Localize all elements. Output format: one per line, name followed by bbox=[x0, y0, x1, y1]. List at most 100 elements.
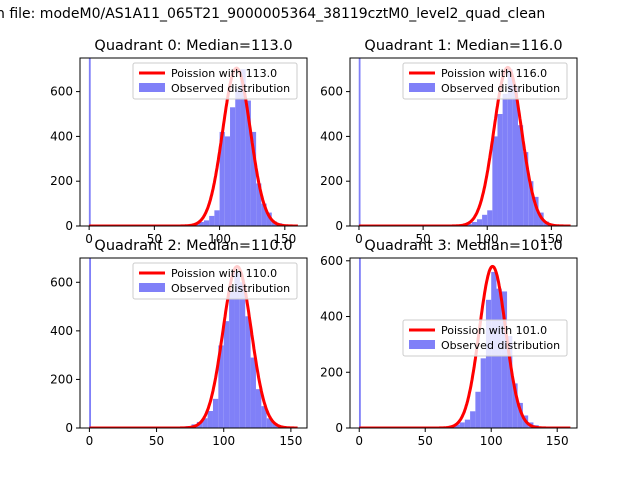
histogram-bar bbox=[250, 357, 256, 428]
x-tick-label: 0 bbox=[85, 232, 93, 246]
legend-bar-swatch bbox=[409, 83, 435, 92]
histogram-bar bbox=[487, 210, 493, 226]
histogram-bar bbox=[240, 69, 246, 226]
x-tick-label: 150 bbox=[540, 232, 563, 246]
legend: Poission with 113.0 Observed distribution bbox=[132, 62, 298, 100]
y-tick-label: 400 bbox=[50, 324, 73, 338]
y-tick-label: 0 bbox=[335, 219, 343, 233]
legend-entry-curve: Poission with 113.0 bbox=[171, 67, 277, 80]
histogram-bar bbox=[250, 131, 257, 226]
y-tick-label: 400 bbox=[50, 129, 73, 143]
poisson-curve-line bbox=[358, 65, 572, 226]
histogram-bar bbox=[272, 423, 278, 428]
histogram-bar bbox=[198, 221, 204, 226]
histogram-bar bbox=[454, 424, 460, 428]
axes-frame bbox=[349, 257, 578, 429]
histogram-bar bbox=[218, 345, 224, 428]
panel-title: Quadrant 1: Median=116.0 bbox=[364, 38, 562, 54]
legend-entry-curve: Poission with 101.0 bbox=[441, 324, 547, 337]
legend: Poission with 110.0 Observed distribution bbox=[132, 262, 298, 300]
histogram-bar bbox=[517, 402, 523, 428]
chart-panel-0: 0 50 100 150 0 200 400 600 Poission with 113.0 Ob… bbox=[50, 38, 308, 246]
histogram-bar bbox=[266, 212, 272, 226]
chart-panel-1: 0 50 100 150 0 200 400 600 Poission with 116.0 Ob… bbox=[320, 38, 578, 246]
plot-area bbox=[358, 258, 572, 428]
histogram-bar bbox=[523, 152, 529, 226]
axes-frame bbox=[349, 57, 578, 227]
histogram-bar bbox=[266, 418, 273, 428]
y-tick-label: 400 bbox=[320, 310, 343, 324]
histogram-bar bbox=[485, 299, 492, 428]
legend-entry-curve: Poission with 110.0 bbox=[171, 267, 277, 280]
x-tick-label: 50 bbox=[147, 232, 162, 246]
chart-panel-2: 0 50 100 150 0 200 400 600 Poission with 110.0 Ob… bbox=[50, 238, 308, 448]
histogram-bar bbox=[492, 136, 498, 226]
axes-frame bbox=[79, 257, 308, 429]
histogram-bar bbox=[209, 215, 215, 226]
histogram-bar bbox=[203, 220, 210, 226]
legend-box bbox=[132, 262, 298, 300]
histogram-bar bbox=[256, 183, 262, 226]
poisson-curve-line bbox=[358, 264, 572, 428]
x-tick-label: 50 bbox=[415, 232, 430, 246]
histogram-bar bbox=[202, 418, 208, 428]
legend-bar-swatch bbox=[139, 83, 165, 92]
x-tick-label: 100 bbox=[476, 232, 499, 246]
legend-box bbox=[402, 62, 568, 100]
legend-entry-hist: Observed distribution bbox=[441, 82, 560, 95]
histogram-bar bbox=[480, 358, 486, 428]
y-tick-label: 600 bbox=[50, 275, 73, 289]
y-tick-label: 200 bbox=[320, 174, 343, 188]
histogram-bar bbox=[255, 389, 262, 428]
histogram-bar bbox=[497, 114, 503, 226]
y-tick-label: 0 bbox=[335, 421, 343, 435]
y-tick-label: 0 bbox=[65, 421, 73, 435]
histogram-bar bbox=[464, 419, 471, 428]
x-tick-label: 50 bbox=[149, 434, 164, 448]
histogram-bar bbox=[358, 258, 361, 428]
histogram-bar bbox=[219, 131, 225, 226]
histogram-bar bbox=[459, 422, 465, 428]
legend-bar-swatch bbox=[409, 340, 435, 349]
y-tick-label: 600 bbox=[320, 254, 343, 268]
x-tick-label: 100 bbox=[480, 434, 503, 448]
histogram-bar bbox=[230, 107, 236, 226]
legend-box bbox=[132, 62, 298, 100]
histogram-bar bbox=[89, 258, 92, 428]
legend-entry-curve: Poission with 116.0 bbox=[441, 67, 547, 80]
histogram-bar bbox=[470, 411, 476, 428]
figure-suptitle: n file: modeM0/AS1A11_065T21_9000005364_… bbox=[0, 6, 546, 22]
y-tick-label: 0 bbox=[65, 219, 73, 233]
x-tick-label: 0 bbox=[86, 434, 94, 448]
histogram-bar bbox=[518, 125, 524, 226]
histogram-bar bbox=[496, 288, 502, 428]
histogram-bar bbox=[358, 58, 361, 226]
x-tick-label: 100 bbox=[208, 232, 231, 246]
x-tick-label: 0 bbox=[355, 232, 363, 246]
histogram-bar bbox=[235, 89, 241, 226]
histogram-bar bbox=[239, 282, 246, 428]
histogram-bar bbox=[471, 221, 477, 226]
x-tick-label: 150 bbox=[273, 232, 296, 246]
legend-bar-swatch bbox=[139, 283, 165, 292]
histogram-bar bbox=[476, 219, 483, 226]
histogram-bar bbox=[261, 203, 267, 226]
poisson-curve-line bbox=[88, 66, 299, 226]
y-tick-label: 600 bbox=[320, 85, 343, 99]
x-tick-label: 0 bbox=[355, 434, 363, 448]
y-tick-label: 200 bbox=[320, 365, 343, 379]
legend: Poission with 116.0 Observed distribution bbox=[402, 62, 568, 100]
panel-title: Quadrant 2: Median=110.0 bbox=[94, 238, 292, 254]
panel-title: Quadrant 0: Median=113.0 bbox=[94, 38, 292, 54]
y-tick-label: 400 bbox=[320, 129, 343, 143]
histogram-bar bbox=[223, 321, 230, 428]
histogram-bar bbox=[507, 69, 513, 226]
histogram-bar bbox=[261, 406, 267, 428]
histogram-bar bbox=[512, 383, 518, 428]
legend: Poission with 101.0 Observed distribution bbox=[402, 319, 568, 357]
chart-panel-3: 0 50 100 150 0 200 400 600 Poission with 101.0 Ob… bbox=[320, 238, 578, 448]
histogram-bar bbox=[502, 93, 508, 226]
axes-frame bbox=[79, 57, 308, 227]
histogram-bar bbox=[528, 181, 534, 226]
histogram-bar bbox=[224, 136, 231, 226]
